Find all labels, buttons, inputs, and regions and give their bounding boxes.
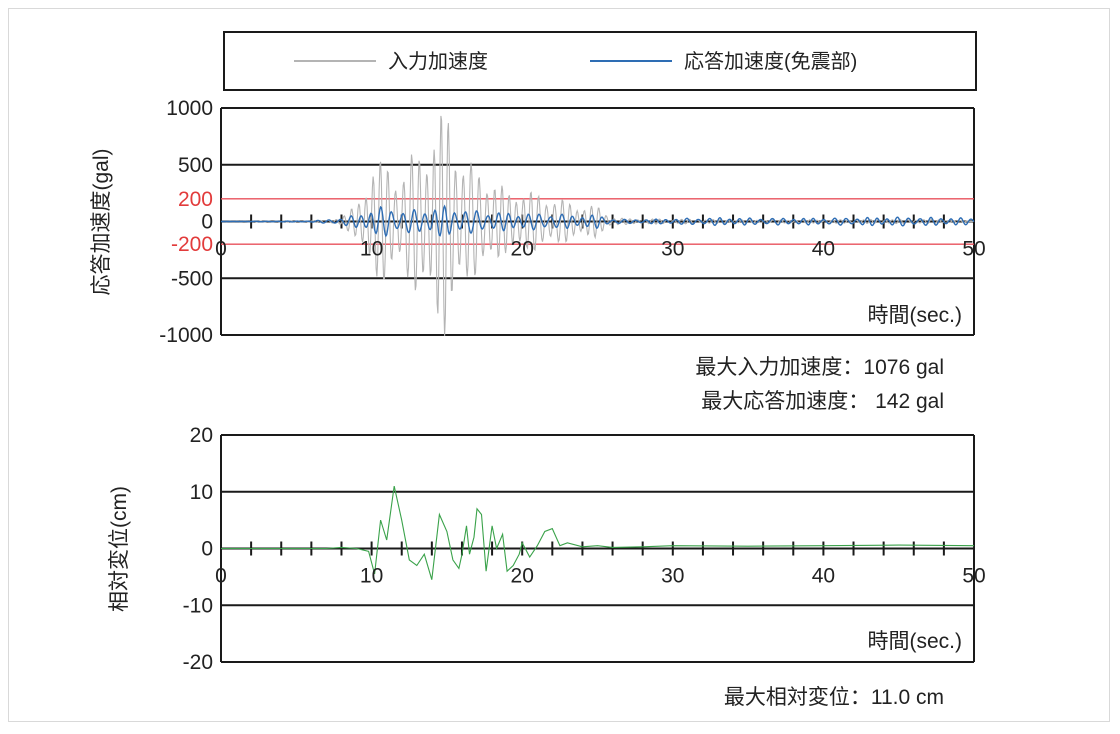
max-relative-displacement: 最大相対変位：11.0 cm (724, 686, 944, 709)
max-response-acceleration: 最大応答加速度： 142 gal (701, 390, 944, 413)
legend-input-label: 入力加速度 (388, 50, 488, 73)
acceleration-y-tick-label: 0 (201, 211, 213, 234)
legend-response-label: 応答加速度(免震部) (684, 50, 857, 73)
acceleration-series (221, 115, 975, 336)
displacement-x-tick-label: 50 (962, 565, 985, 588)
figure-frame (8, 8, 1110, 722)
displacement-x-tick-label: 30 (661, 565, 684, 588)
displacement-series (221, 485, 975, 580)
acceleration-y-tick-label: 200 (178, 188, 213, 211)
displacement-x-tick-label: 40 (812, 565, 835, 588)
acceleration-series-line-2 (221, 204, 975, 238)
displacement-y-tick-label: 20 (190, 424, 213, 447)
acceleration-y-tick-label: -1000 (159, 324, 213, 347)
acceleration-y-tick-label: -500 (171, 267, 213, 290)
acceleration-x-axis-title: 時間(sec.) (868, 304, 963, 327)
acceleration-x-tick-label: 0 (215, 238, 227, 261)
acceleration-grid (220, 107, 975, 336)
displacement-series-line-1 (221, 485, 975, 580)
acceleration-x-tick-label: 30 (661, 238, 684, 261)
displacement-x-tick-label: 20 (511, 565, 534, 588)
displacement-y-axis-title: 相対変位(cm) (108, 486, 131, 612)
acceleration-y-tick-label: 500 (178, 154, 213, 177)
acceleration-x-tick-label: 10 (360, 238, 383, 261)
displacement-y-tick-label: -10 (183, 594, 213, 617)
displacement-y-tick-label: 0 (201, 538, 213, 561)
acceleration-y-axis-title: 応答加速度(gal) (90, 148, 113, 295)
acceleration-y-tick-label: 1000 (166, 97, 213, 120)
displacement-x-tick-label: 0 (215, 565, 227, 588)
acceleration-x-tick-label: 50 (962, 238, 985, 261)
displacement-y-tick-label: -20 (183, 651, 213, 674)
displacement-x-axis-title: 時間(sec.) (868, 630, 963, 653)
acceleration-y-tick-label: -200 (171, 233, 213, 256)
acceleration-x-tick-label: 20 (511, 238, 534, 261)
max-input-acceleration: 最大入力加速度：1076 gal (695, 356, 944, 379)
displacement-x-tick-label: 10 (360, 565, 383, 588)
acceleration-series-line-1 (221, 115, 974, 336)
legend: 入力加速度 応答加速度(免震部) (223, 31, 977, 91)
acceleration-x-tick-label: 40 (812, 238, 835, 261)
displacement-y-tick-label: 10 (190, 481, 213, 504)
